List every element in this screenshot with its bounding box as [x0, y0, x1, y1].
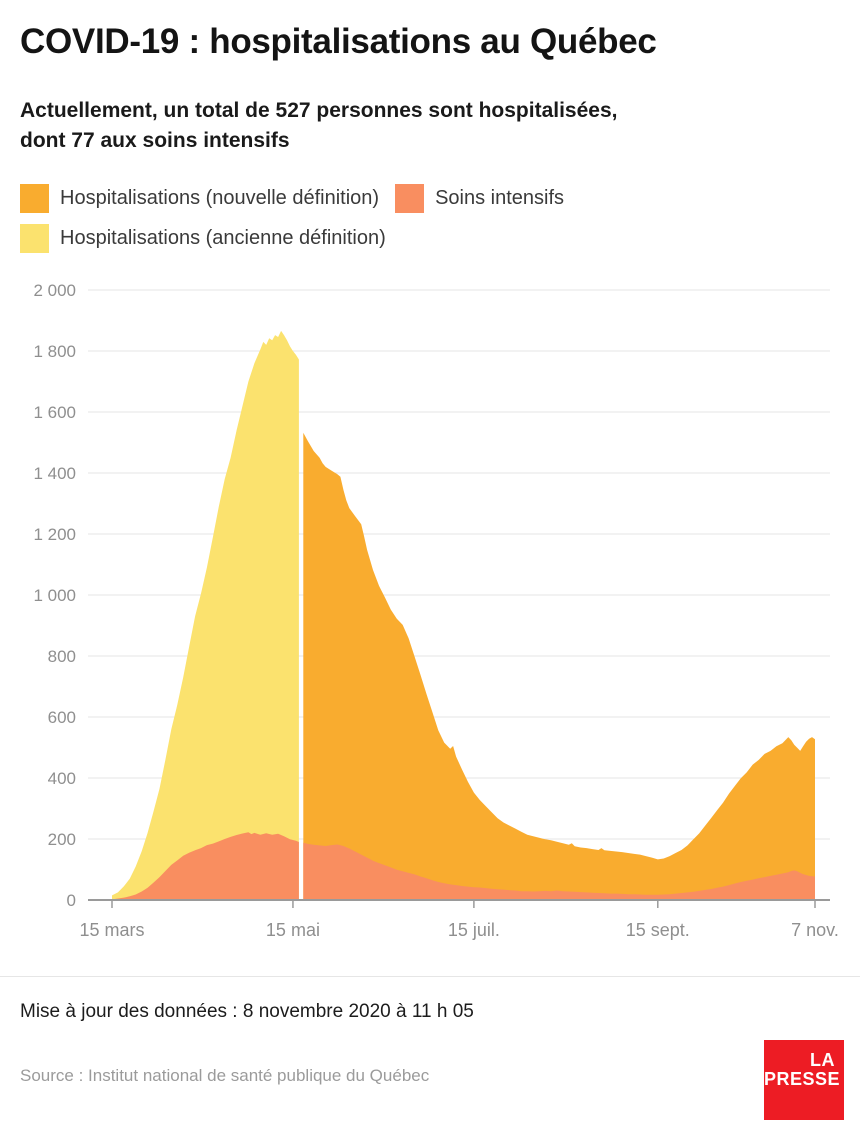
- y-tick-label: 1 400: [33, 464, 76, 483]
- chart-canvas: 0 200 400 600 800 1 000 1 200 1 400 1 600 1 800 2 …: [33, 281, 839, 940]
- x-tick-label: 15 mars: [79, 920, 144, 940]
- subtitle: Actuellement, un total de 527 personnes …: [20, 96, 800, 157]
- y-tick-label: 400: [48, 769, 76, 788]
- legend-item-nouvelle: Hospitalisations (nouvelle définition): [20, 184, 379, 213]
- legend-label-nouvelle: Hospitalisations (nouvelle définition): [60, 187, 380, 209]
- area-icu: [112, 832, 299, 900]
- area-icu: [303, 842, 815, 900]
- la-presse-logo: LA PRESSE: [764, 1040, 844, 1120]
- area-ancienne: [112, 330, 299, 900]
- y-tick-label: 1 200: [33, 525, 76, 544]
- source-note: Source : Institut national de santé publ…: [20, 1066, 430, 1085]
- y-tick-label: 200: [48, 830, 76, 849]
- y-tick-label: 1 800: [33, 342, 76, 361]
- x-tick-label: 15 juil.: [448, 920, 500, 940]
- hospitalizations-area-chart: 0 200 400 600 800 1 000 1 200 1 400 1 600 1 800 2 …: [0, 268, 860, 958]
- legend-label-soins-intensifs: Soins intensifs: [435, 187, 565, 209]
- legend-item-soins-intensifs: Soins intensifs: [395, 184, 564, 213]
- legend-item-ancienne: Hospitalisations (ancienne définition): [20, 224, 386, 253]
- x-tick-label: 15 sept.: [626, 920, 690, 940]
- legend-swatch-soins-intensifs: [395, 184, 425, 213]
- x-tick-label: 7 nov.: [791, 920, 839, 940]
- subtitle-line-2: dont 77 aux soins intensifs: [20, 129, 290, 153]
- x-tick-label: 15 mai: [266, 920, 320, 940]
- y-tick-label: 0: [67, 891, 76, 910]
- data-updated-note: Mise à jour des données : 8 novembre 202…: [20, 1001, 474, 1022]
- y-tick-label: 800: [48, 647, 76, 666]
- divider-line: [0, 976, 860, 977]
- y-tick-label: 600: [48, 708, 76, 727]
- area-nouvelle: [303, 432, 815, 900]
- y-tick-label: 1 000: [33, 586, 76, 605]
- legend-swatch-nouvelle: [20, 184, 49, 213]
- legend-swatch-ancienne: [20, 224, 49, 253]
- logo-text-la: LA: [810, 1050, 835, 1070]
- y-tick-label: 2 000: [33, 281, 76, 300]
- page-title: COVID-19 : hospitalisations au Québec: [20, 22, 657, 61]
- subtitle-line-1: Actuellement, un total de 527 personnes …: [20, 99, 618, 122]
- y-tick-label: 1 600: [33, 403, 76, 422]
- legend-label-ancienne: Hospitalisations (ancienne définition): [60, 227, 386, 249]
- logo-text-presse: PRESSE: [764, 1069, 841, 1090]
- legend: Hospitalisations (nouvelle définition) S…: [20, 184, 840, 253]
